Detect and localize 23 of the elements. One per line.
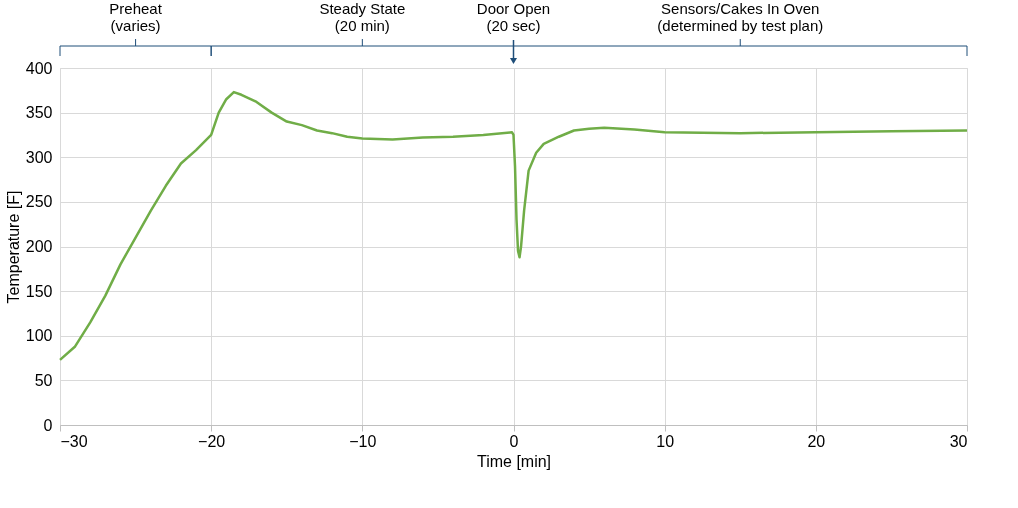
x-tick-label: 30: [949, 432, 968, 450]
y-axis-title: Temperature [F]: [4, 190, 22, 304]
y-tick-label: 250: [25, 193, 53, 211]
y-tick-label: 100: [25, 327, 53, 345]
annotation: Preheat (varies): [109, 0, 163, 34]
x-tick-label: 0: [509, 432, 519, 450]
x-axis-title: Time [min]: [476, 452, 552, 470]
x-tick-label: −20: [198, 432, 226, 450]
annotation: Steady State (20 min): [319, 0, 406, 34]
y-tick-label: 50: [34, 371, 53, 389]
y-tick-label: 0: [43, 416, 53, 434]
y-tick-label: 400: [25, 59, 53, 77]
x-tick-label: −30: [60, 432, 88, 450]
ref-line-label: Door Open (20 sec): [476, 0, 551, 34]
x-tick-label: 20: [807, 432, 826, 450]
y-tick-label: 200: [25, 238, 53, 255]
x-tick-label: 10: [656, 432, 675, 450]
y-tick-label: 350: [25, 104, 53, 122]
annotation: Sensors/Cakes In Oven (determined by test plan): [657, 0, 824, 34]
y-tick-label: 300: [25, 148, 53, 166]
line-series: [58, 90, 969, 362]
y-tick-label: 150: [25, 282, 53, 300]
x-tick-label: −10: [349, 432, 377, 450]
